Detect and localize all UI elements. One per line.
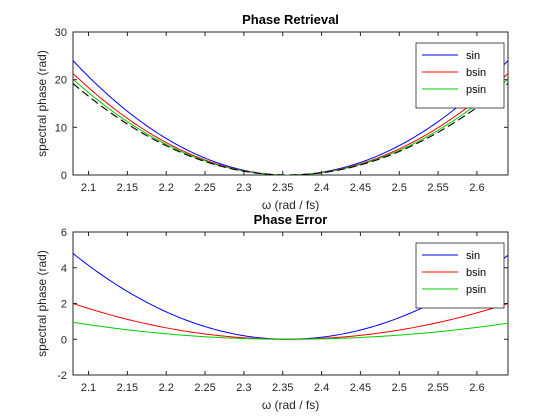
legend-label-psin: psin xyxy=(466,84,486,96)
x-tick-label: 2.55 xyxy=(427,182,448,194)
chart-title: Phase Retrieval xyxy=(242,12,339,27)
x-tick-label: 2.35 xyxy=(272,182,293,194)
legend-label-bsin: bsin xyxy=(466,67,486,79)
x-tick-label: 2.25 xyxy=(194,382,215,394)
chart-panel-2: 2.1 2.15 2.2 2.25 2.3 2.35 2.4 2.45 2.5 2.55 2.6 -2… xyxy=(35,212,509,412)
chart-panel-1: 2.1 2.15 2.2 2.25 2.3 2.35 2.4 2.45 2.5 2.55 2.6 0 1… xyxy=(35,12,509,212)
legend: sin bsin psin xyxy=(415,242,505,309)
x-tick-label: 2.5 xyxy=(392,182,407,194)
legend-label-sin: sin xyxy=(466,50,480,62)
x-tick-label: 2.1 xyxy=(81,182,96,194)
x-tick-label: 2.5 xyxy=(392,382,407,394)
y-tick-label: 2 xyxy=(61,299,67,311)
x-axis-label: ω (rad / fs) xyxy=(262,198,319,212)
y-tick-label: 0 xyxy=(61,334,67,346)
x-tick-label: 2.6 xyxy=(469,182,484,194)
series-line-reference xyxy=(73,83,508,175)
x-axis-label: ω (rad / fs) xyxy=(262,398,319,412)
y-tick-label: 6 xyxy=(61,227,67,239)
y-tick-label: 30 xyxy=(55,27,67,39)
x-tick-label: 2.15 xyxy=(117,382,138,394)
chart-title: Phase Error xyxy=(254,212,328,227)
legend-label-bsin: bsin xyxy=(466,267,486,279)
y-tick-label: 0 xyxy=(61,170,67,182)
y-tick-label: 20 xyxy=(55,75,67,87)
y-axis-label: spectral phase (rad) xyxy=(35,50,49,157)
y-axis-label: spectral phase (rad) xyxy=(35,250,49,357)
x-tick-label: 2.55 xyxy=(427,382,448,394)
x-tick-label: 2.35 xyxy=(272,382,293,394)
y-tick-label: -2 xyxy=(57,370,67,382)
x-tick-label: 2.3 xyxy=(236,182,251,194)
series-line-psin xyxy=(73,321,508,340)
x-tick-label: 2.2 xyxy=(159,182,174,194)
x-tick-label: 2.45 xyxy=(350,182,371,194)
legend-box xyxy=(415,42,505,109)
legend-label-sin: sin xyxy=(466,250,480,262)
x-tick-label: 2.1 xyxy=(81,382,96,394)
x-tick-label: 2.6 xyxy=(469,382,484,394)
x-tick-label: 2.45 xyxy=(350,382,371,394)
x-tick-label: 2.25 xyxy=(194,182,215,194)
y-tick-label: 4 xyxy=(61,263,67,275)
x-tick-label: 2.4 xyxy=(314,182,329,194)
y-tick-label: 10 xyxy=(55,122,67,134)
x-tick-label: 2.4 xyxy=(314,382,329,394)
legend-label-psin: psin xyxy=(466,284,486,296)
legend-box xyxy=(415,242,505,309)
x-tick-label: 2.15 xyxy=(117,182,138,194)
x-tick-label: 2.2 xyxy=(159,382,174,394)
x-tick-label: 2.3 xyxy=(236,382,251,394)
legend: sin bsin psin xyxy=(415,42,505,109)
